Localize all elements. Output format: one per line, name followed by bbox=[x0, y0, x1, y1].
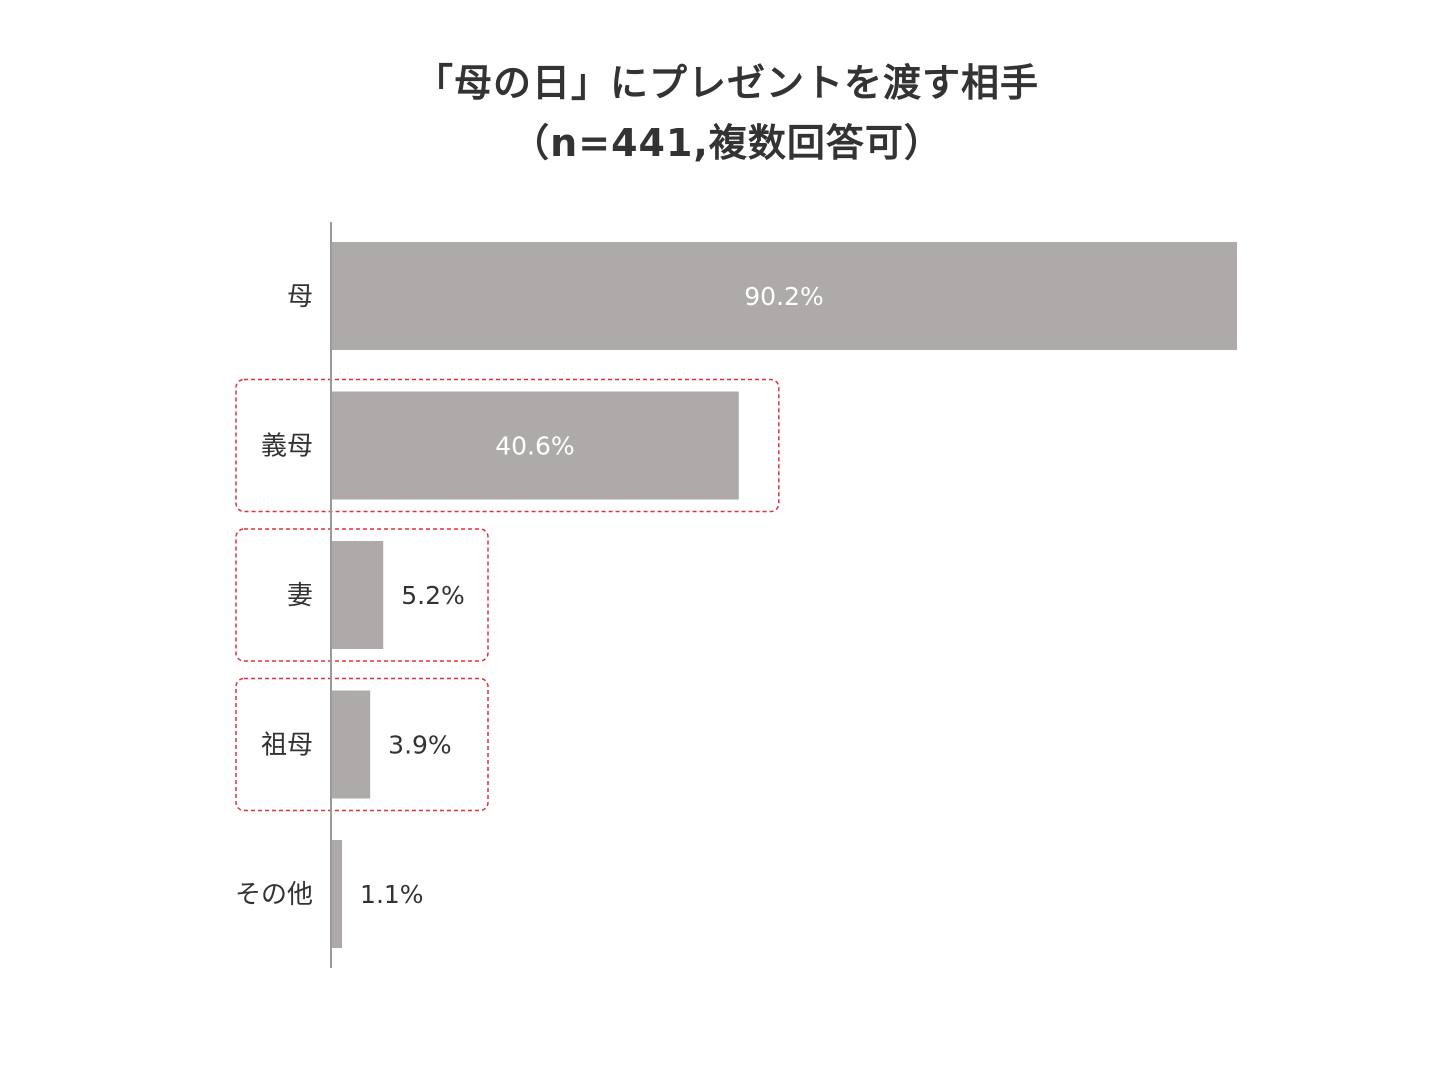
bar bbox=[331, 391, 739, 500]
bar bbox=[331, 242, 1237, 350]
bar bbox=[331, 541, 384, 649]
bar bbox=[331, 690, 371, 799]
chart-title: 「母の日」にプレゼントを渡す相手 bbox=[414, 61, 1039, 105]
category-label: 母 bbox=[287, 282, 313, 312]
chart-subtitle: （n=441,複数回答可） bbox=[511, 121, 943, 165]
value-label: 1.1% bbox=[360, 880, 424, 909]
bar bbox=[331, 840, 343, 948]
value-label: 3.9% bbox=[388, 731, 452, 760]
category-label: 祖母 bbox=[261, 731, 313, 761]
category-label: 義母 bbox=[261, 432, 313, 462]
category-label: 妻 bbox=[287, 581, 313, 611]
value-label: 40.6% bbox=[495, 432, 574, 461]
category-label: その他 bbox=[235, 880, 313, 910]
highlight-box bbox=[235, 378, 780, 513]
value-label: 5.2% bbox=[401, 581, 465, 610]
value-label: 90.2% bbox=[744, 282, 823, 311]
